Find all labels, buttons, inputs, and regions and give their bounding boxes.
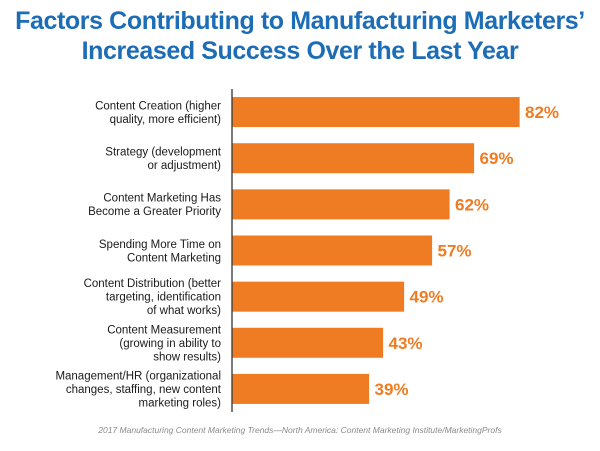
value-label: 69% — [480, 149, 514, 168]
category-label: Content Measurement (growing in ability t… — [107, 324, 222, 363]
category-label-line: or adjustment) — [147, 160, 221, 172]
category-label-line: Become a Greater Priority — [88, 206, 221, 218]
category-label-line: show results) — [153, 351, 221, 363]
chart-title-line-2: Increased Success Over the Last Year — [81, 37, 519, 65]
category-label-line: marketing roles) — [139, 397, 222, 409]
category-label-line: Strategy (development — [105, 146, 222, 158]
chart-title: Factors Contributing to Manufacturing Ma… — [0, 6, 600, 66]
category-label: Spending More Time on Content Marketing — [99, 239, 221, 265]
category-label-line: Content Marketing — [127, 252, 221, 264]
category-label-line: Content Distribution (better — [84, 278, 222, 290]
category-label-line: Spending More Time on — [99, 239, 221, 251]
bars — [232, 97, 520, 404]
category-label: Content Distribution (better targeting, i… — [84, 278, 222, 317]
bar — [232, 235, 433, 266]
value-label: 62% — [455, 195, 489, 214]
bar — [232, 281, 405, 312]
category-label-line: Content Marketing Has — [103, 193, 221, 205]
category-label-line: changes, staffing, new content — [66, 384, 222, 396]
value-label: 57% — [438, 242, 472, 261]
bar — [232, 373, 370, 404]
category-label-line: (growing in ability to — [119, 338, 221, 350]
category-label: Content Marketing Has Become a Greater Pr… — [88, 193, 221, 219]
value-label: 39% — [375, 380, 409, 399]
bar — [232, 189, 450, 220]
category-labels: Content Creation (higher quality, more ef… — [55, 100, 221, 409]
value-label: 43% — [389, 334, 423, 353]
category-label-line: Content Creation (higher — [95, 100, 221, 112]
category-label: Content Creation (higher quality, more ef… — [95, 100, 221, 126]
category-label-line: targeting, identification — [106, 292, 221, 304]
value-label: 49% — [410, 288, 444, 307]
category-label: Management/HR (organizational changes, st… — [55, 370, 221, 409]
source-note: 2017 Manufacturing Content Marketing Tre… — [98, 425, 502, 435]
category-label-line: Content Measurement — [107, 324, 222, 336]
category-label-line: quality, more efficient) — [110, 114, 222, 126]
bar — [232, 143, 475, 174]
bar — [232, 97, 520, 128]
value-labels: 82% 69% 62% 57% 49% 43% 39% — [375, 103, 560, 399]
category-label-line: of what works) — [147, 305, 221, 317]
bar — [232, 327, 384, 358]
category-label-line: Management/HR (organizational — [55, 370, 221, 382]
chart-title-line-1: Factors Contributing to Manufacturing Ma… — [15, 7, 585, 35]
value-label: 82% — [525, 103, 559, 122]
category-label: Strategy (development or adjustment) — [105, 146, 222, 172]
